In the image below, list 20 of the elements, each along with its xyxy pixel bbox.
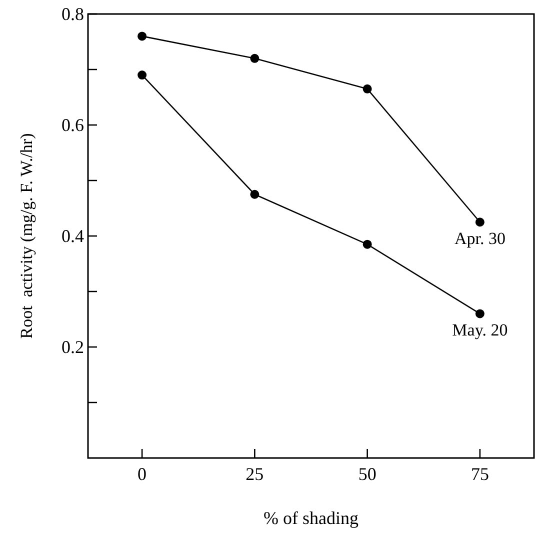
point <box>362 84 372 94</box>
x-tick-label: 50 <box>358 464 376 484</box>
y-tick-label: 0.4 <box>62 226 84 246</box>
point <box>250 54 260 63</box>
x-tick-label: 0 <box>138 464 147 484</box>
point <box>138 32 147 41</box>
point <box>475 309 484 318</box>
y-tick-label: 0.2 <box>62 337 84 357</box>
point <box>250 190 260 199</box>
y-tick-label: 0.6 <box>62 115 84 135</box>
x-tick-label: 25 <box>246 464 264 484</box>
point <box>475 218 484 227</box>
x-axis-title: % of shading <box>264 508 358 528</box>
series-label: May. 20 <box>452 320 508 340</box>
y-axis-title: Root activity (mg/g. F. W./hr) <box>17 133 36 339</box>
x-tick-label: 75 <box>470 464 489 484</box>
series-label: Apr. 30 <box>454 229 506 248</box>
y-tick-label: 0.8 <box>62 4 84 24</box>
point <box>362 240 372 249</box>
point <box>138 70 147 80</box>
